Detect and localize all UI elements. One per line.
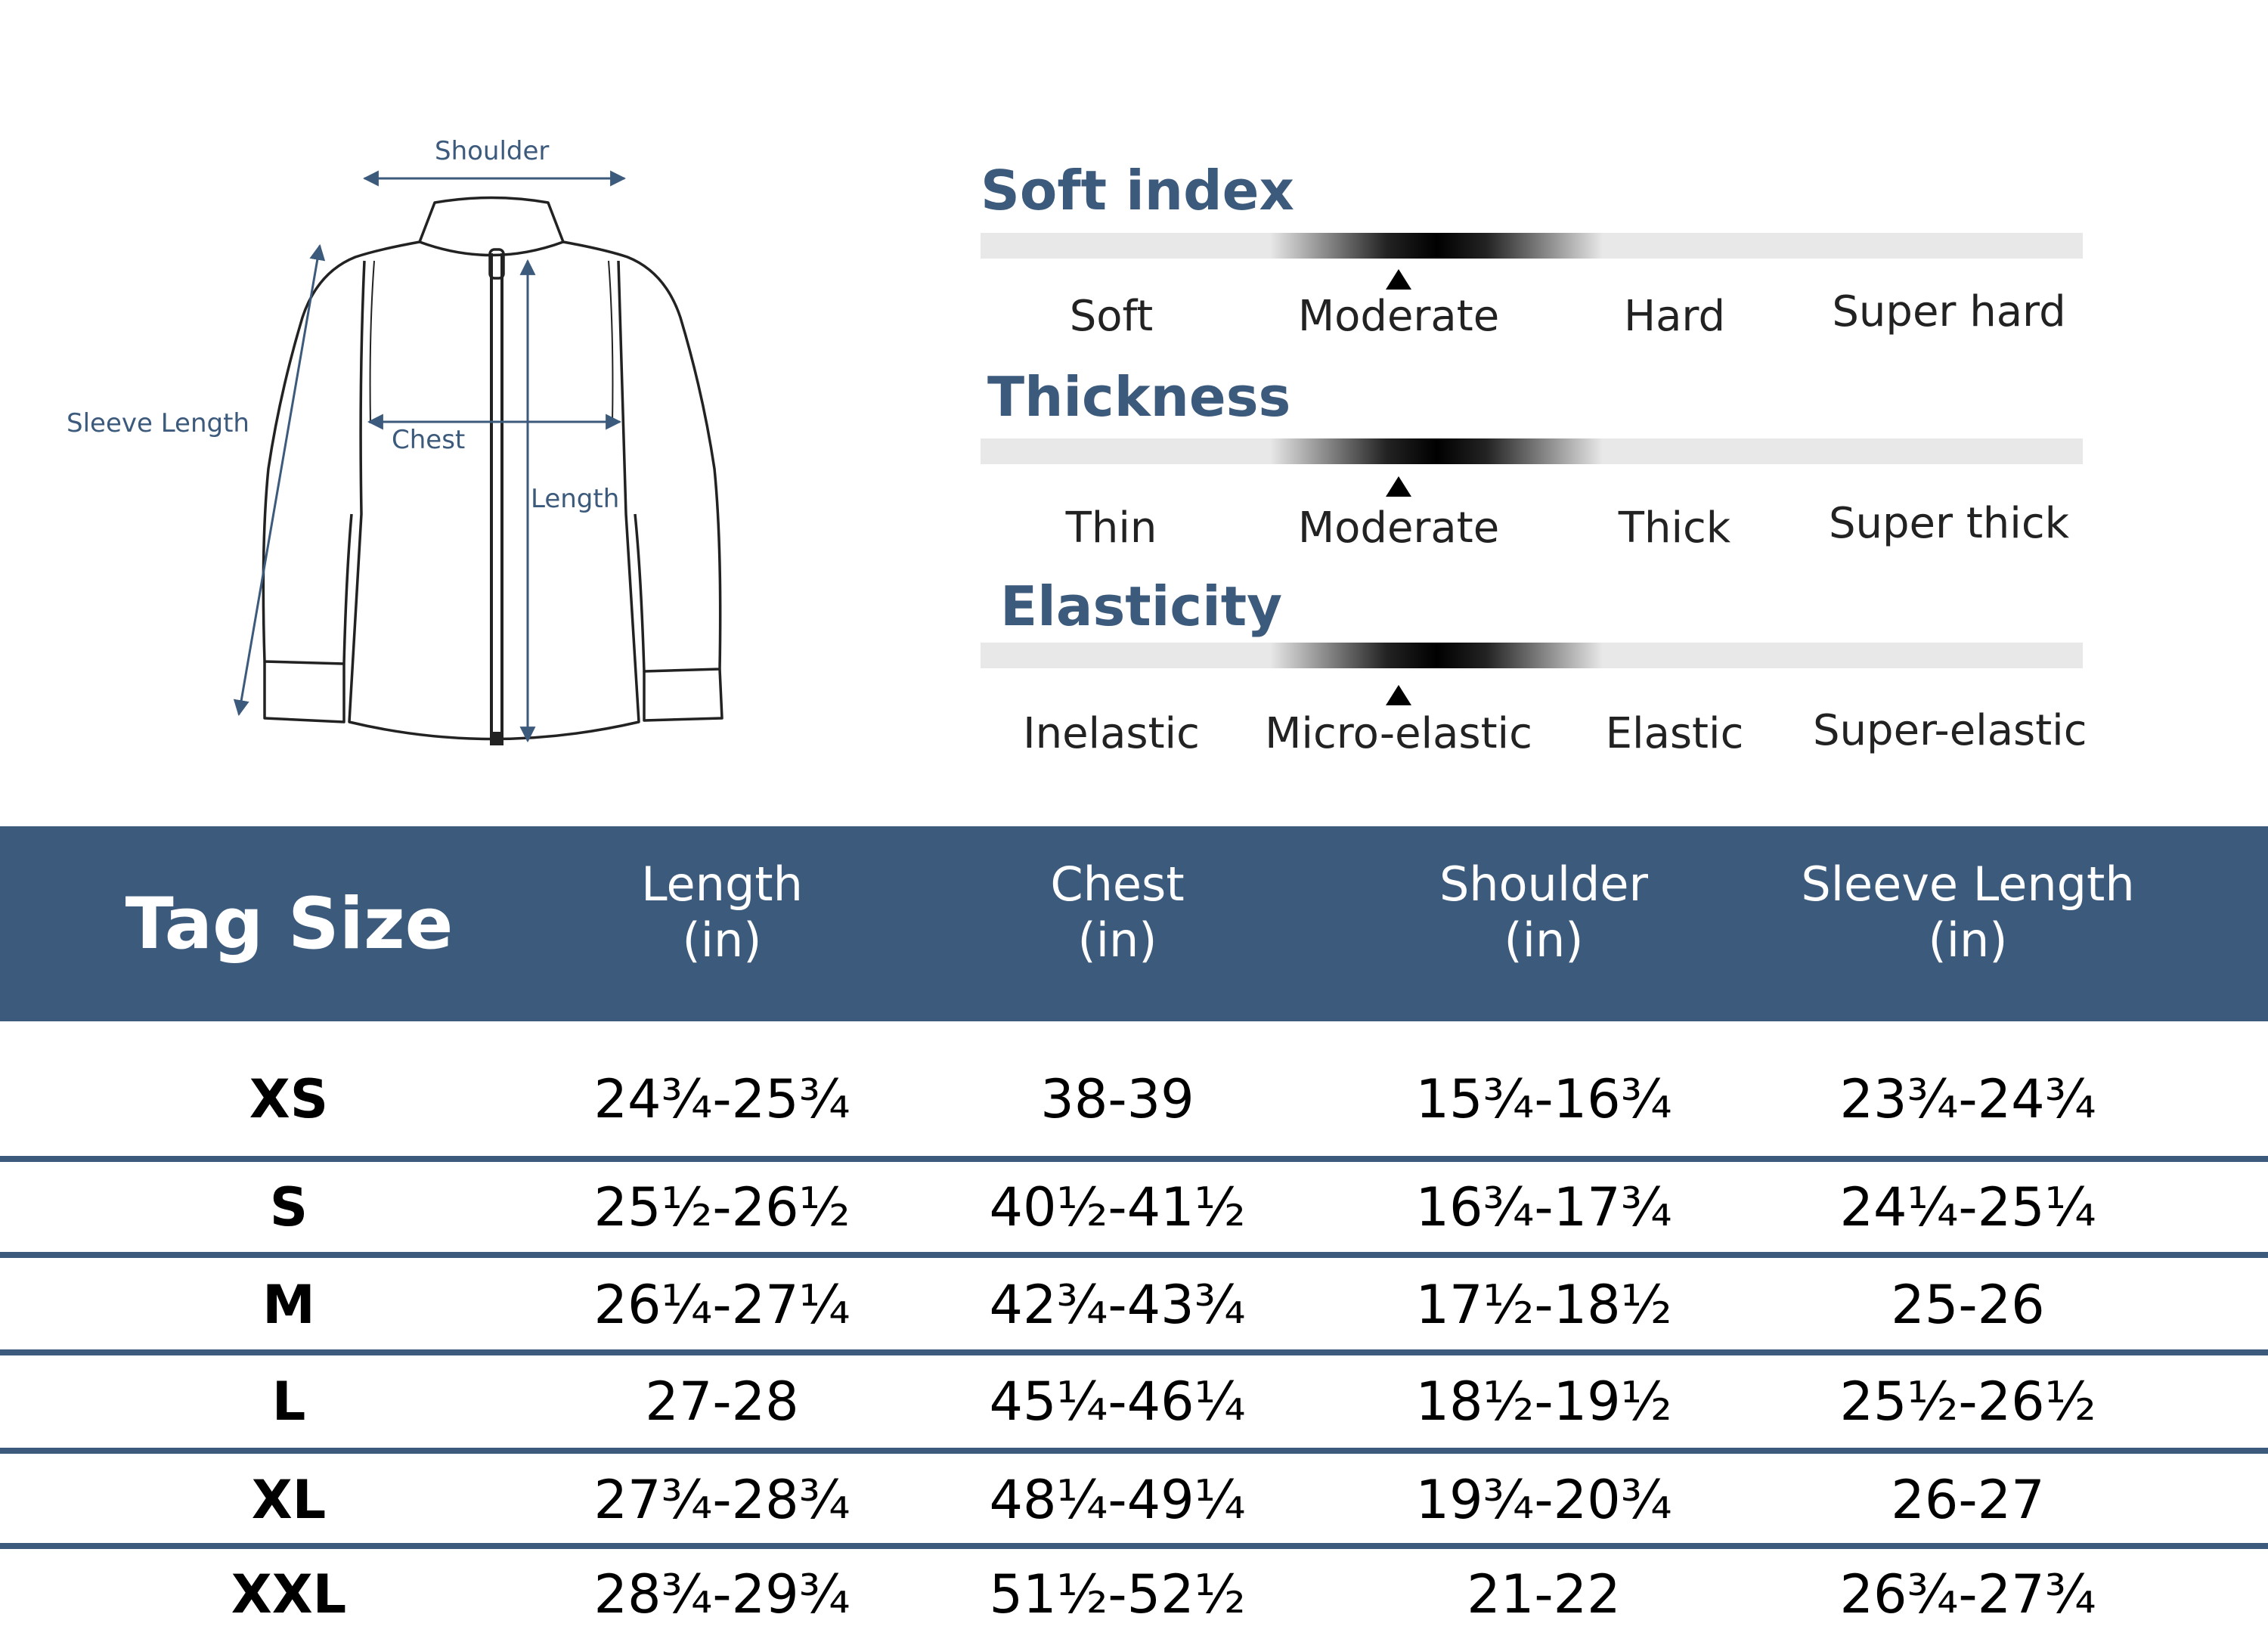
size-cell: S — [269, 1176, 308, 1238]
scale-option: Thin — [1065, 503, 1157, 553]
scale-title-elasticity: Elasticity — [1000, 575, 1283, 638]
row-divider — [0, 1448, 2268, 1454]
row-divider — [0, 1156, 2268, 1162]
sleeve-length-column-header: Sleeve Length (in) — [1756, 857, 2180, 968]
size-cell: XS — [249, 1068, 329, 1130]
shoulder-cell: 16¾-17¾ — [1415, 1176, 1672, 1238]
sleeve-length-label: Sleeve Length — [67, 408, 249, 438]
shoulder-cell: 19¾-20¾ — [1415, 1469, 1672, 1531]
length-cell: 25½-26½ — [593, 1176, 850, 1238]
scale-option: Moderate — [1297, 503, 1500, 553]
column-name: Chest — [1050, 857, 1185, 912]
chest-cell: 40½-41½ — [989, 1176, 1246, 1238]
table-header: Tag Size Length (in) Chest (in) Shoulder… — [0, 826, 2268, 1021]
size-chart-table: Tag Size Length (in) Chest (in) Shoulder… — [0, 826, 2268, 1642]
chest-label: Chest — [392, 425, 466, 455]
jacket-outline-icon — [233, 170, 723, 745]
tag-size-header: Tag Size — [125, 882, 454, 965]
scale-title-soft-index: Soft index — [981, 159, 1294, 222]
chest-cell: 38-39 — [1040, 1068, 1194, 1130]
scale-option: Soft — [1069, 292, 1154, 341]
length-cell: 26¼-27¼ — [593, 1274, 850, 1336]
column-unit: (in) — [682, 912, 762, 968]
scale-indicator — [1270, 643, 1603, 668]
shoulder-column-header: Shoulder (in) — [1332, 857, 1755, 968]
size-cell: L — [271, 1371, 306, 1433]
scale-bar-elasticity — [981, 643, 2083, 668]
scale-bar-soft-index — [981, 233, 2083, 259]
scale-option: Moderate — [1297, 292, 1500, 341]
scale-option: Inelastic — [1023, 709, 1200, 758]
scale-option: Super thick — [1828, 499, 2070, 548]
scale-bar-thickness — [981, 438, 2083, 464]
sleeve-length-cell: 26¾-27¾ — [1839, 1563, 2096, 1625]
sleeve-length-cell: 26-27 — [1891, 1469, 2045, 1531]
chest-column-header: Chest (in) — [906, 857, 1329, 968]
scale-title-thickness: Thickness — [987, 365, 1291, 429]
chest-cell: 45¼-46¼ — [989, 1371, 1246, 1433]
scale-indicator — [1270, 438, 1603, 464]
length-cell: 27¾-28¾ — [593, 1469, 850, 1531]
shoulder-cell: 17½-18½ — [1415, 1274, 1672, 1336]
length-label: Length — [531, 484, 620, 514]
column-name: Shoulder — [1439, 857, 1649, 912]
shoulder-cell: 21-22 — [1467, 1563, 1621, 1625]
size-cell: XXL — [231, 1563, 347, 1625]
scale-indicator — [1270, 233, 1603, 259]
scale-option: Micro-elastic — [1265, 709, 1532, 758]
scale-marker-thickness — [1386, 476, 1411, 497]
scale-marker-elasticity — [1386, 685, 1411, 705]
scale-option: Hard — [1623, 292, 1725, 341]
shoulder-cell: 15¾-16¾ — [1415, 1068, 1672, 1130]
chest-cell: 48¼-49¼ — [989, 1469, 1246, 1531]
row-divider — [0, 1543, 2268, 1549]
row-divider — [0, 1349, 2268, 1355]
column-unit: (in) — [1504, 912, 1584, 968]
column-unit: (in) — [1928, 912, 2008, 968]
chest-cell: 42¾-43¾ — [989, 1274, 1246, 1336]
length-cell: 27-28 — [645, 1371, 799, 1433]
column-name: Length — [641, 857, 803, 912]
scale-option: Thick — [1618, 503, 1731, 553]
chest-cell: 51½-52½ — [989, 1563, 1246, 1625]
sleeve-length-cell: 23¾-24¾ — [1839, 1068, 2096, 1130]
scale-option: Elastic — [1605, 709, 1744, 758]
shoulder-label: Shoulder — [435, 136, 550, 166]
sleeve-length-cell: 25-26 — [1891, 1274, 2045, 1336]
size-cell: M — [262, 1274, 315, 1336]
scale-marker-soft-index — [1386, 269, 1411, 290]
column-unit: (in) — [1077, 912, 1157, 968]
sleeve-length-cell: 24¼-25¼ — [1839, 1176, 2096, 1238]
jacket-diagram: Shoulder Sleeve Length Chest Length — [0, 0, 832, 801]
shoulder-cell: 18½-19½ — [1415, 1371, 1672, 1433]
length-cell: 24¾-25¾ — [593, 1068, 850, 1130]
row-divider — [0, 1252, 2268, 1258]
column-name: Sleeve Length — [1801, 857, 2135, 912]
length-cell: 28¾-29¾ — [593, 1563, 850, 1625]
scale-option: Super hard — [1832, 287, 2066, 336]
scale-option: Super-elastic — [1813, 706, 2087, 755]
length-column-header: Length (in) — [510, 857, 934, 968]
sleeve-length-cell: 25½-26½ — [1839, 1371, 2096, 1433]
size-cell: XL — [251, 1469, 327, 1531]
